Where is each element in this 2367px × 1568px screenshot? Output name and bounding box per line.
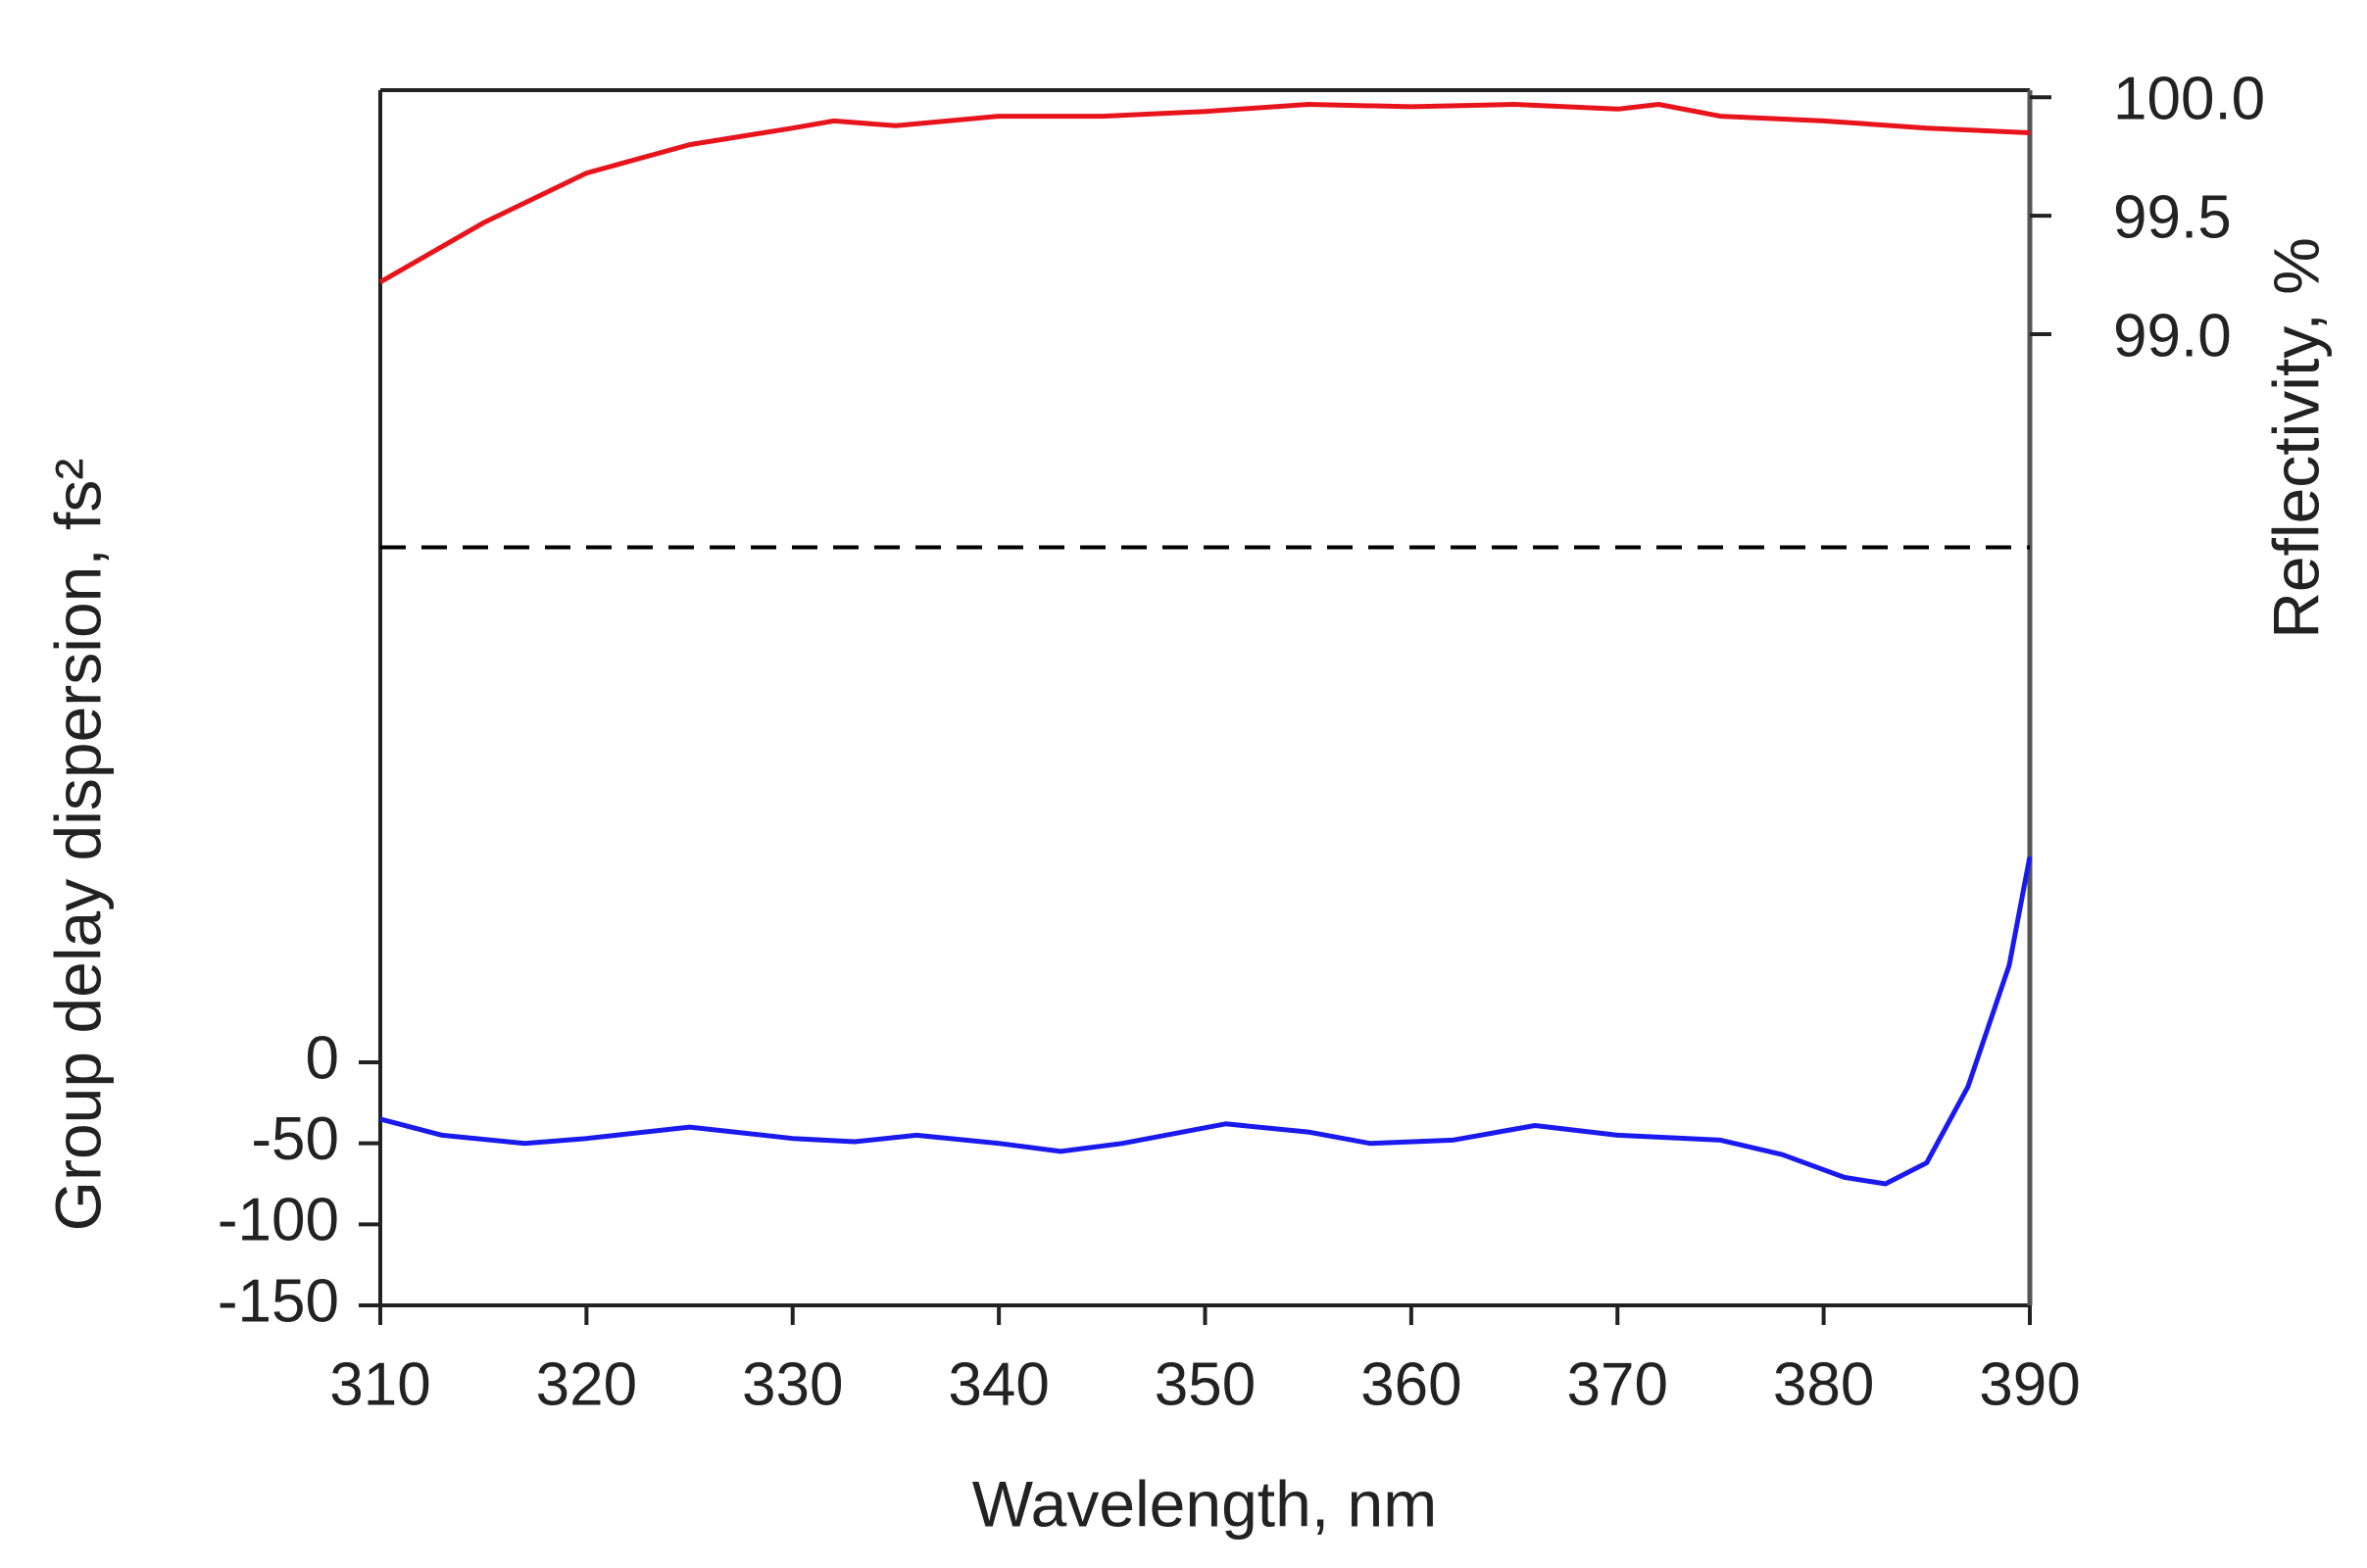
data-line [379, 856, 2033, 1187]
x-tick-label: 320 [536, 1350, 637, 1418]
x-tick-label: 340 [948, 1350, 1049, 1418]
x-tick-label: 330 [742, 1350, 843, 1418]
x-tick-label: 370 [1567, 1350, 1668, 1418]
x-tick-label: 350 [1155, 1350, 1256, 1418]
x-tick-label: 310 [329, 1350, 430, 1418]
data-line [378, 102, 2031, 284]
x-tick-label: 390 [1979, 1350, 2080, 1418]
y-axis-title: Group delay dispersion, fs² [41, 459, 114, 1232]
y2-tick-label: 99.5 [2113, 183, 2232, 251]
y-tick-label: 0 [306, 1024, 339, 1092]
x-tick-label: 380 [1773, 1350, 1874, 1418]
x-tick-label: 360 [1360, 1350, 1461, 1418]
x-axis-title: Wavelength, nm [972, 1467, 1437, 1540]
y-tick-label: -100 [218, 1187, 339, 1254]
y2-axis-title: Reflectivity, % [2259, 237, 2332, 639]
y2-tick-label: 100.0 [2113, 66, 2265, 133]
y2-tick-label: 99.0 [2113, 302, 2232, 369]
y-tick-label: -50 [251, 1105, 339, 1173]
y-tick-label: -150 [218, 1267, 339, 1335]
